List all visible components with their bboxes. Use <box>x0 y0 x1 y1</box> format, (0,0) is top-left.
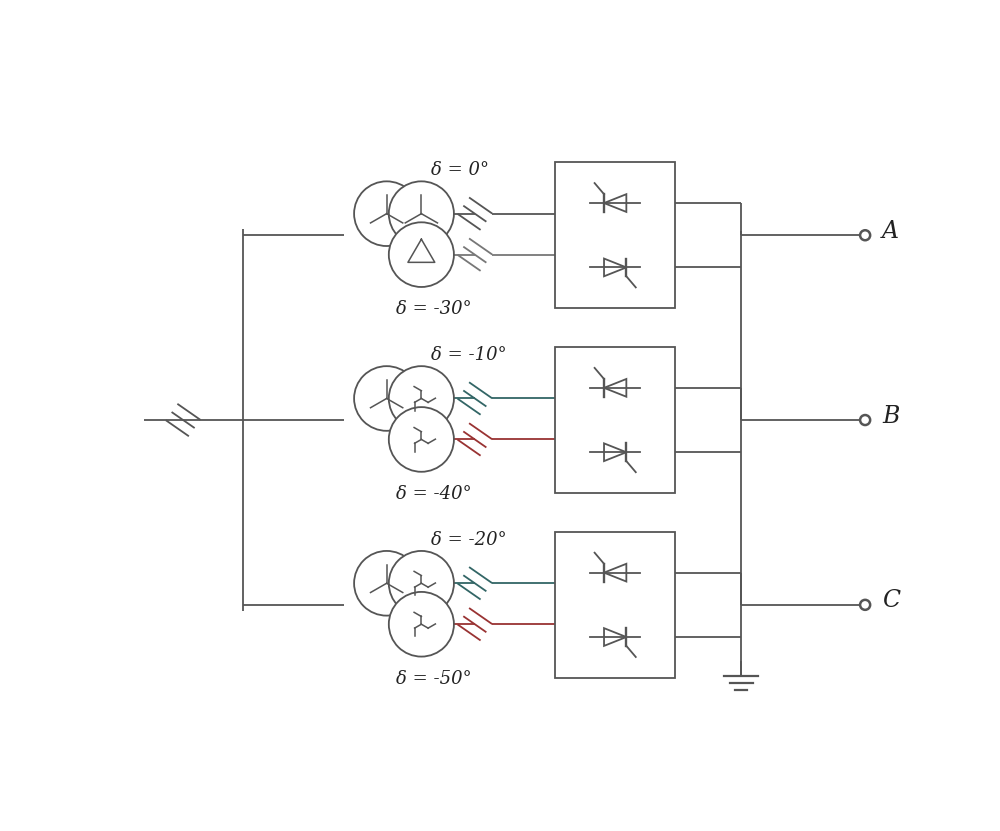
Circle shape <box>354 366 419 430</box>
Bar <box>555 162 675 308</box>
Text: δ = -20°: δ = -20° <box>431 531 507 548</box>
Circle shape <box>354 551 419 616</box>
Circle shape <box>860 415 870 425</box>
Circle shape <box>389 181 454 246</box>
Circle shape <box>389 551 454 616</box>
Circle shape <box>389 407 454 472</box>
Text: C: C <box>882 589 900 612</box>
Circle shape <box>389 223 454 287</box>
Text: δ = -50°: δ = -50° <box>396 670 472 687</box>
Circle shape <box>389 366 454 430</box>
Text: δ = -10°: δ = -10° <box>431 346 507 364</box>
Text: δ = 0°: δ = 0° <box>431 161 489 179</box>
Text: δ = -40°: δ = -40° <box>396 484 472 503</box>
Circle shape <box>354 181 419 246</box>
Text: δ = -30°: δ = -30° <box>396 300 472 318</box>
Bar <box>555 347 675 493</box>
Circle shape <box>860 600 870 610</box>
Circle shape <box>389 592 454 656</box>
Text: A: A <box>882 220 899 243</box>
Text: B: B <box>882 405 900 428</box>
Circle shape <box>860 230 870 240</box>
Bar <box>555 532 675 678</box>
